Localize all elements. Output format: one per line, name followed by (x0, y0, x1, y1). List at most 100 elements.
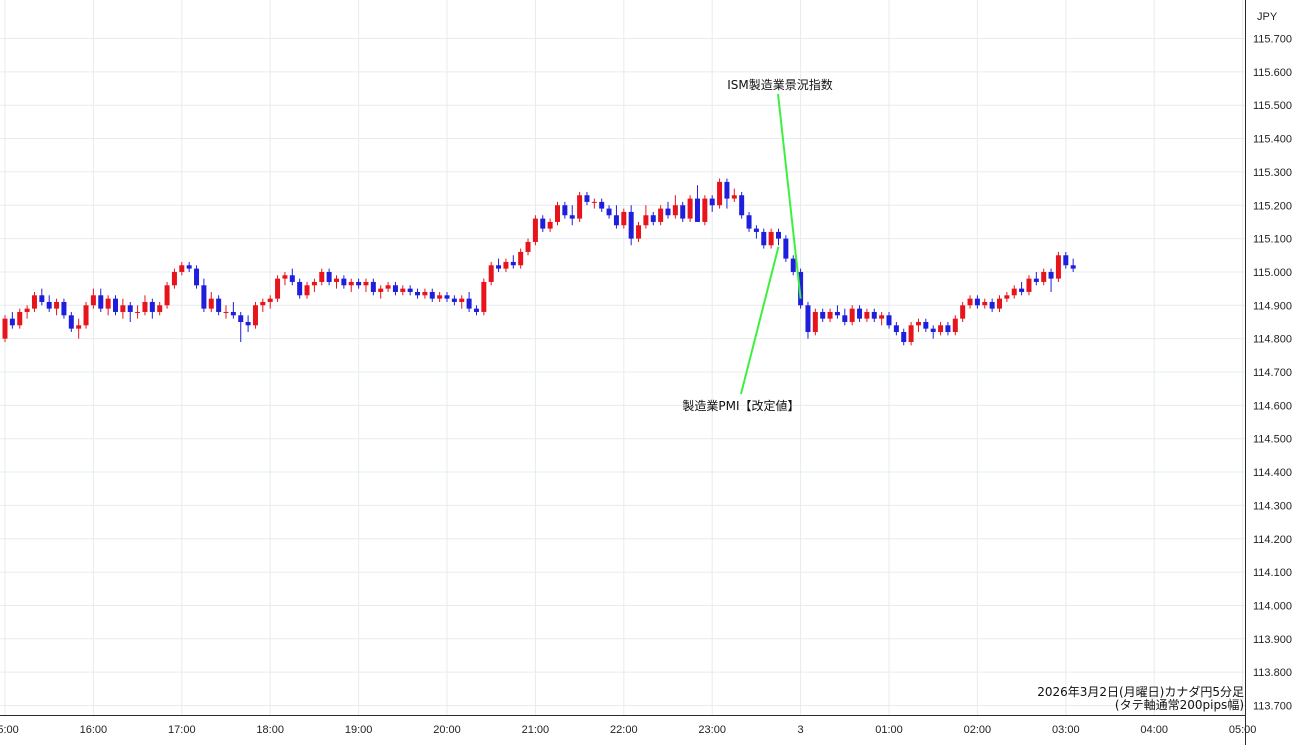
candle-body (1063, 255, 1069, 266)
candle-body (989, 301, 995, 309)
candle-body (694, 198, 700, 222)
candle (252, 301, 258, 329)
candle-body (392, 285, 398, 292)
candles-layer (2, 178, 1076, 346)
candle-body (400, 288, 406, 292)
candle-body (915, 321, 921, 326)
candle (540, 215, 546, 232)
candle-body (378, 288, 384, 292)
candle-body (459, 298, 465, 302)
annotation-line-pmi (740, 246, 780, 395)
candle-body (17, 311, 23, 326)
candle (761, 228, 767, 249)
candle-body (230, 311, 236, 316)
candle (842, 308, 848, 326)
x-tick-label: 3 (798, 724, 804, 736)
candle (665, 201, 671, 219)
y-tick-label: 115.200 (1253, 200, 1292, 212)
x-tick-label: 03:00 (1052, 724, 1080, 736)
candle-body (827, 311, 833, 319)
candle (157, 301, 163, 316)
grid-lines (0, 0, 1245, 715)
candle (76, 318, 82, 339)
x-tick-label: 23:00 (698, 724, 726, 736)
candle (1033, 271, 1039, 286)
y-tick-label: 114.600 (1253, 400, 1292, 412)
candle-body (643, 215, 649, 226)
candle (46, 295, 52, 312)
candle-body (997, 298, 1002, 309)
candle-body (901, 331, 907, 342)
candle (938, 321, 944, 336)
x-tick-label: 01:00 (875, 724, 903, 736)
candle-body (98, 295, 104, 309)
candle (569, 205, 575, 226)
candle-body (260, 301, 266, 306)
candle (680, 201, 686, 222)
candle-body (326, 271, 332, 282)
candle (886, 311, 892, 329)
candle-body (46, 301, 52, 309)
y-tick-label: 114.000 (1253, 600, 1292, 612)
candle-body (886, 315, 892, 326)
candle-body (672, 205, 678, 216)
candle (1070, 258, 1076, 272)
candle (105, 295, 111, 316)
x-tick-label: 19:00 (345, 724, 373, 736)
x-tick-label: 17:00 (168, 724, 196, 736)
candle-body (282, 275, 288, 279)
candle (304, 281, 310, 299)
candle (879, 311, 885, 326)
candle-body (31, 295, 37, 309)
candle-body (665, 208, 671, 216)
candle-body (540, 218, 546, 229)
candle (805, 301, 811, 339)
candle-body (709, 198, 715, 206)
candle-body (157, 305, 163, 312)
candle (1011, 285, 1017, 299)
candle-body (481, 281, 487, 312)
candle-body (503, 261, 509, 269)
candle-body (938, 325, 944, 332)
candle (407, 285, 413, 296)
candle-body (974, 298, 980, 306)
candle (142, 295, 148, 316)
candle (724, 178, 730, 209)
candle-body (179, 265, 185, 272)
candle-body (334, 278, 339, 282)
candle-body (186, 265, 192, 269)
y-tick-label: 115.500 (1253, 100, 1292, 112)
candle-body (599, 201, 605, 209)
candle-body (805, 305, 811, 332)
candle (326, 268, 332, 286)
candle-body (606, 208, 612, 216)
candle (208, 291, 214, 312)
y-tick-label: 115.100 (1253, 234, 1292, 246)
candle (893, 321, 899, 336)
candle-body (650, 215, 656, 222)
candle-body (577, 195, 583, 219)
candle-body (1011, 288, 1017, 296)
candle-body (525, 241, 531, 252)
candle (577, 191, 583, 222)
candle-body (164, 285, 170, 306)
candle (783, 235, 789, 262)
candle-body (857, 308, 863, 319)
x-tick-label: 21:00 (522, 724, 550, 736)
candle (820, 308, 826, 322)
candle-body (223, 311, 229, 313)
candle (613, 205, 619, 229)
candle-body (252, 305, 258, 326)
candle (960, 301, 966, 322)
candle-body (473, 308, 479, 312)
candle (496, 258, 502, 272)
candle (510, 255, 516, 269)
candle-body (562, 205, 568, 216)
y-tick-label: 114.400 (1253, 467, 1292, 479)
candle (982, 298, 988, 309)
candle-body (893, 325, 899, 332)
candle (83, 301, 89, 329)
candle-body (267, 298, 273, 302)
candle (591, 198, 597, 209)
candle-body (304, 285, 310, 296)
